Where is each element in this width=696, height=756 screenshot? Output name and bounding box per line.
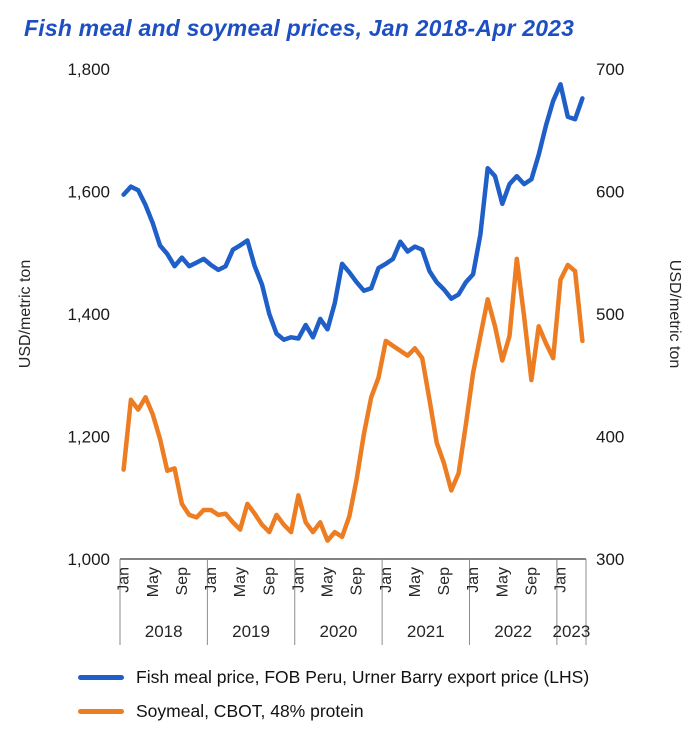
- month-tick-label: Jan: [465, 567, 482, 593]
- right-axis-tick-label: 500: [596, 305, 624, 324]
- left-axis-tick-label: 1,600: [67, 182, 110, 201]
- soymeal-line: [121, 256, 585, 543]
- fishmeal-line-swatch: [78, 674, 124, 680]
- legend-label-fishmeal: Fish meal price, FOB Peru, Urner Barry e…: [136, 666, 590, 687]
- price-chart: USD/metric ton USD/metric ton 1,000 1,200…: [17, 60, 683, 645]
- month-tick-label: Jan: [116, 567, 133, 593]
- fishmeal-line: [121, 81, 585, 342]
- legend-item-soymeal: Soymeal, CBOT, 48% protein: [78, 701, 696, 722]
- year-label: 2019: [232, 622, 270, 641]
- chart-title: Fish meal and soymeal prices, Jan 2018-A…: [24, 15, 575, 41]
- year-label: 2018: [145, 622, 183, 641]
- right-axis-tick-label: 600: [596, 182, 624, 201]
- legend-label-soymeal: Soymeal, CBOT, 48% protein: [136, 700, 364, 721]
- plot-area: 1,000 1,200 1,400 1,600 1,800 300 400 500 600 700…: [67, 60, 624, 645]
- year-label: 2021: [407, 622, 445, 641]
- left-axis-tick-label: 1,400: [67, 305, 110, 324]
- right-axis-tick-label: 700: [596, 60, 624, 79]
- year-label: 2023: [553, 622, 591, 641]
- month-tick-label: Jan: [290, 567, 307, 593]
- month-tick-label: Jan: [378, 567, 395, 593]
- month-tick-label: Jan: [203, 567, 220, 593]
- month-tick-label: Sep: [174, 567, 191, 596]
- month-tick-label: May: [145, 567, 162, 597]
- year-label: 2022: [494, 622, 532, 641]
- soymeal-line-swatch: [78, 708, 124, 714]
- month-tick-label: Sep: [436, 567, 453, 596]
- month-tick-label: May: [232, 567, 249, 597]
- month-tick-label: Sep: [349, 567, 366, 596]
- right-axis-tick-label: 400: [596, 427, 624, 446]
- left-axis-tick-label: 1,000: [67, 550, 110, 569]
- left-axis-tick-label: 1,800: [67, 60, 110, 79]
- month-tick-label: May: [320, 567, 337, 597]
- month-tick-label: May: [494, 567, 511, 597]
- legend-item-fishmeal: Fish meal price, FOB Peru, Urner Barry e…: [78, 667, 696, 688]
- left-axis-title: USD/metric ton: [17, 260, 34, 368]
- right-axis-title: USD/metric ton: [666, 260, 683, 368]
- left-axis-tick-label: 1,200: [67, 427, 110, 446]
- legend: Fish meal price, FOB Peru, Urner Barry e…: [0, 667, 696, 722]
- year-label: 2020: [320, 622, 358, 641]
- month-tick-label: Sep: [261, 567, 278, 596]
- month-tick-label: Sep: [523, 567, 540, 596]
- month-tick-label: May: [407, 567, 424, 597]
- month-tick-label: Jan: [553, 567, 570, 593]
- right-axis-tick-label: 300: [596, 550, 624, 569]
